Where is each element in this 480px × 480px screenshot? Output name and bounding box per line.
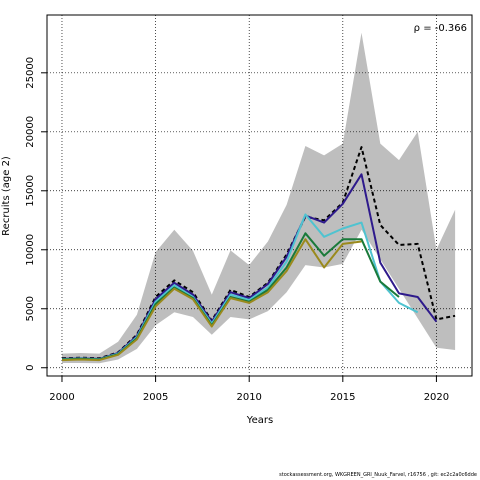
y-tick-label: 5000 bbox=[25, 296, 36, 321]
y-tick-label: 10000 bbox=[25, 234, 36, 266]
confidence-band-layer bbox=[62, 32, 456, 364]
y-tick-label: 20000 bbox=[25, 116, 36, 148]
y-tick-label: 25000 bbox=[25, 57, 36, 89]
x-tick-label: 2015 bbox=[330, 392, 355, 403]
plot-frame bbox=[46, 14, 473, 377]
confidence-band bbox=[62, 32, 456, 364]
x-axis-title: Years bbox=[246, 415, 273, 426]
y-tick-label: 15000 bbox=[25, 175, 36, 207]
rho-annotation: ρ = -0.366 bbox=[414, 23, 467, 34]
x-tick-label: 2000 bbox=[49, 392, 74, 403]
y-tick-label: 0 bbox=[25, 365, 36, 371]
x-tick-label: 2005 bbox=[143, 392, 168, 403]
axis-layer: 2000 2005 2010 2015 2020 0 5000 10000 15000 20000… bbox=[25, 57, 449, 403]
series-line-5 bbox=[61, 238, 362, 362]
x-tick-label: 2020 bbox=[424, 392, 449, 403]
y-axis-title: Recruits (age 2) bbox=[1, 156, 12, 236]
footer-note: stockassessment.org, WKGREEN_GRl_Nuuk_Fa… bbox=[279, 472, 477, 478]
x-tick-label: 2010 bbox=[236, 392, 261, 403]
series-layer bbox=[61, 146, 456, 362]
grid-layer bbox=[47, 15, 472, 376]
